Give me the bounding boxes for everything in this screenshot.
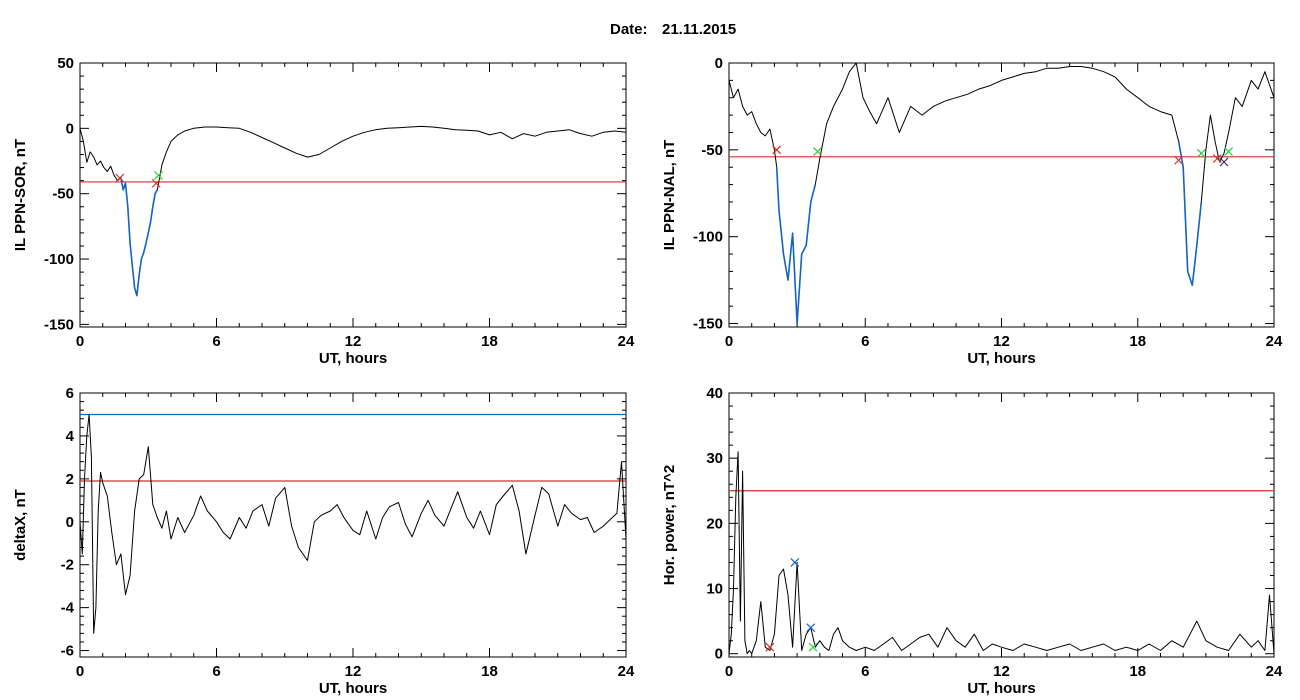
y-tick-label: 0 xyxy=(715,55,723,72)
event-marker xyxy=(115,173,125,183)
y-axis-label: IL PPN-NAL, nT xyxy=(661,140,678,251)
y-tick-label: 20 xyxy=(706,515,723,532)
highlight-series-line xyxy=(120,177,158,297)
y-tick-label: 6 xyxy=(66,385,74,402)
event-marker xyxy=(154,170,163,180)
event-marker-stroke xyxy=(1224,147,1234,157)
data-series-line xyxy=(80,414,626,634)
plot-area xyxy=(80,125,626,297)
x-tick-label: 0 xyxy=(76,663,84,680)
y-tick-label: 4 xyxy=(66,428,75,445)
x-tick-label: 6 xyxy=(212,333,220,350)
y-tick-label: -2 xyxy=(61,557,74,574)
plot-area xyxy=(729,451,1274,655)
event-marker-stroke xyxy=(772,145,782,155)
y-tick-label: -50 xyxy=(52,186,74,203)
event-marker xyxy=(813,147,822,157)
panel-deltax: 0 6 12 18 24 6 4 2 0 -2 -4 -6 UT, hours deltaX, nT xyxy=(12,385,635,697)
y-axis-label: IL PPN-SOR, nT xyxy=(12,139,29,251)
event-marker-stroke xyxy=(790,558,800,567)
y-tick-label: -150 xyxy=(44,316,74,333)
x-tick-label: 6 xyxy=(861,333,869,350)
event-marker-stroke xyxy=(115,173,125,183)
event-marker xyxy=(765,642,775,652)
highlight-series-line xyxy=(1177,141,1203,287)
plot-frame xyxy=(728,62,1275,328)
x-tick-label: 24 xyxy=(618,663,635,680)
plot-frame xyxy=(79,392,627,658)
event-marker xyxy=(1219,157,1229,167)
x-tick-label: 0 xyxy=(725,663,733,680)
event-marker xyxy=(790,558,800,567)
x-tick-label: 18 xyxy=(1129,333,1146,350)
x-tick-label: 12 xyxy=(993,333,1010,350)
date-label: Date: xyxy=(610,21,648,38)
x-tick-label: 24 xyxy=(1266,333,1283,350)
y-tick-label: 0 xyxy=(715,646,723,663)
event-marker-stroke xyxy=(813,147,822,157)
plot-frame xyxy=(728,392,1275,658)
data-series-line xyxy=(80,125,626,297)
y-tick-label: -50 xyxy=(701,142,723,159)
event-marker xyxy=(806,623,816,633)
y-tick-label: 0 xyxy=(66,514,74,531)
event-marker xyxy=(1212,154,1222,163)
y-tick-label: 2 xyxy=(66,471,74,488)
plot-area xyxy=(729,63,1274,325)
x-tick-label: 18 xyxy=(1129,663,1146,680)
x-tick-label: 6 xyxy=(212,663,220,680)
plot-area xyxy=(80,413,626,634)
event-marker xyxy=(151,178,161,188)
y-tick-label: -150 xyxy=(693,316,723,333)
event-marker-stroke xyxy=(1196,148,1206,158)
x-axis-label: UT, hours xyxy=(967,350,1035,367)
event-marker-stroke xyxy=(1174,155,1184,165)
panel-ppn-sor: 0 6 12 18 24 50 0 -50 -100 -150 UT, hours IL PPN-SO… xyxy=(12,55,635,367)
x-tick-label: 18 xyxy=(481,333,498,350)
panel-hor-power: 0 6 12 18 24 40 30 20 10 0 UT, hours Hor. power, nT… xyxy=(661,385,1283,697)
x-tick-label: 12 xyxy=(345,663,362,680)
y-tick-label: 50 xyxy=(57,55,74,72)
y-tick-label: 30 xyxy=(706,450,723,467)
event-marker-stroke xyxy=(765,642,775,652)
y-tick-label: -6 xyxy=(61,643,74,660)
event-marker-stroke xyxy=(808,642,818,652)
y-tick-label: -100 xyxy=(693,229,723,246)
plot-frame xyxy=(79,62,627,328)
x-tick-label: 18 xyxy=(481,663,498,680)
x-axis-label: UT, hours xyxy=(967,680,1035,697)
panel-ppn-nal: 0 6 12 18 24 0 -50 -100 -150 UT, hours IL PPN-NAL,… xyxy=(661,55,1283,367)
data-series-line xyxy=(729,451,1274,655)
x-tick-label: 24 xyxy=(618,333,635,350)
y-tick-label: 10 xyxy=(706,581,723,598)
event-marker xyxy=(1174,155,1184,165)
y-tick-label: -100 xyxy=(44,251,74,268)
event-marker-stroke xyxy=(151,178,161,188)
x-tick-label: 12 xyxy=(345,333,362,350)
highlight-series-line xyxy=(775,167,817,325)
event-marker-stroke xyxy=(1212,154,1222,163)
event-marker-stroke xyxy=(1219,157,1229,167)
x-tick-label: 24 xyxy=(1266,663,1283,680)
x-tick-label: 0 xyxy=(76,333,84,350)
date-value: 21.11.2015 xyxy=(662,21,736,38)
x-axis-label: UT, hours xyxy=(319,680,387,697)
x-tick-label: 6 xyxy=(861,663,869,680)
y-axis-label: deltaX, nT xyxy=(12,489,29,561)
event-marker-stroke xyxy=(154,170,163,180)
y-tick-label: 0 xyxy=(66,120,74,137)
event-marker xyxy=(1196,148,1206,158)
event-marker xyxy=(808,642,818,652)
event-marker-stroke xyxy=(806,623,816,633)
event-marker xyxy=(1224,147,1234,157)
event-marker xyxy=(772,145,782,155)
y-axis-label: Hor. power, nT^2 xyxy=(661,465,678,585)
x-tick-label: 12 xyxy=(993,663,1010,680)
y-tick-label: 40 xyxy=(706,385,723,402)
x-axis-label: UT, hours xyxy=(319,350,387,367)
y-tick-label: -4 xyxy=(61,600,75,617)
x-tick-label: 0 xyxy=(725,333,733,350)
